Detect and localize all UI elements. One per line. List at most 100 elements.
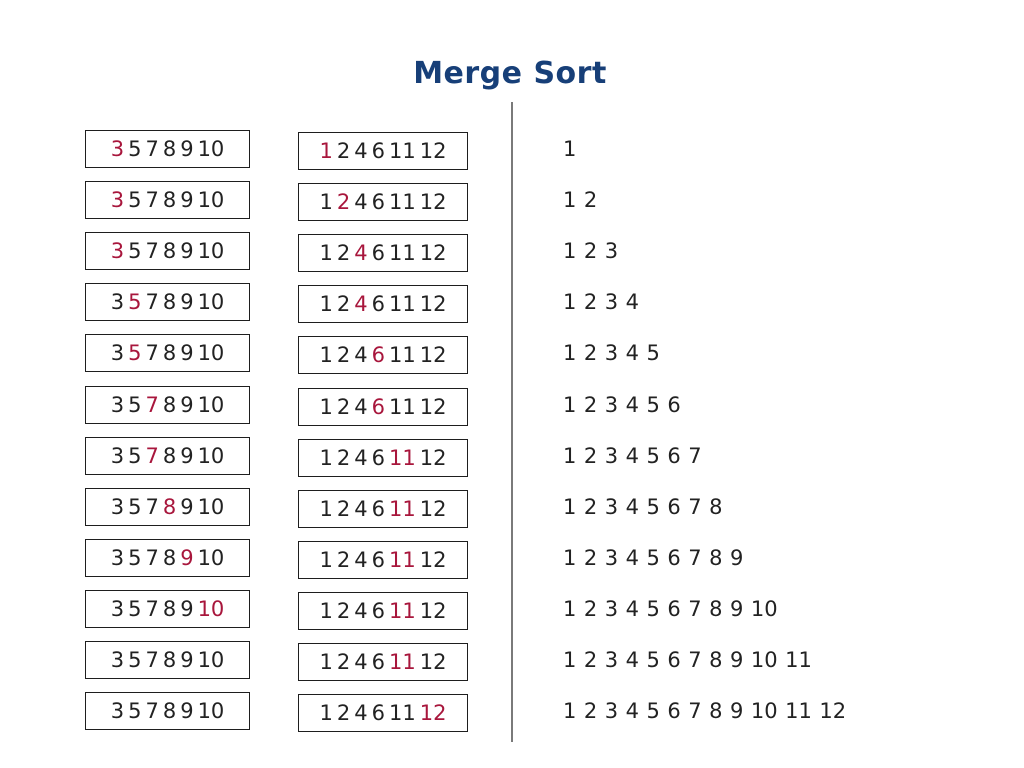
merged-value: 1 bbox=[563, 648, 577, 672]
merged-value: 1 bbox=[563, 699, 577, 724]
right-array-value: 6 bbox=[371, 701, 386, 726]
right-array-value: 4 bbox=[354, 496, 368, 521]
left-array-value: 5 bbox=[128, 239, 142, 264]
left-array-box: 3 5 7 8 9 10 bbox=[85, 589, 250, 628]
right-array-value: 2 bbox=[336, 650, 351, 674]
merged-output: 1 2 3 4 5 6 7 8 9 10 bbox=[563, 594, 785, 624]
right-array-value: 4 bbox=[354, 701, 368, 726]
left-array-value: 10 bbox=[197, 648, 225, 672]
left-array-value: 5 bbox=[128, 545, 142, 570]
left-array-value: 9 bbox=[180, 137, 194, 161]
right-array-value: 1 bbox=[319, 445, 333, 470]
merged-output: 1 2 3 4 5 6 7 8 9 10 11 bbox=[563, 645, 819, 675]
right-array-value: 1 bbox=[319, 598, 333, 623]
merged-value: 10 bbox=[750, 648, 778, 672]
merged-value: 2 bbox=[583, 341, 598, 366]
merged-value: 4 bbox=[625, 648, 639, 672]
merged-value: 3 bbox=[604, 596, 619, 621]
right-array-value: 1 bbox=[319, 292, 333, 317]
right-array-box: 1 2 4 6 11 12 bbox=[298, 489, 468, 528]
merged-value: 3 bbox=[604, 239, 619, 264]
right-array-value: 2 bbox=[336, 292, 351, 317]
merged-value: 2 bbox=[583, 596, 598, 621]
left-array-value: 8 bbox=[162, 545, 177, 570]
page-title: Merge Sort bbox=[413, 56, 607, 91]
left-array-box: 3 5 7 8 9 10 bbox=[85, 692, 250, 731]
left-array-value: 7 bbox=[145, 188, 159, 213]
left-array-value: 9 bbox=[180, 188, 194, 213]
left-pointer-value: 3 bbox=[110, 188, 125, 213]
merged-value: 1 bbox=[563, 392, 577, 417]
left-array-value: 10 bbox=[197, 290, 225, 315]
left-array-value: 10 bbox=[197, 699, 225, 724]
right-pointer-value: 1 bbox=[319, 139, 333, 163]
merged-value: 7 bbox=[688, 494, 702, 519]
right-array-value: 6 bbox=[371, 496, 386, 521]
left-array-value: 10 bbox=[197, 341, 225, 366]
right-array-box: 1 2 4 6 11 12 bbox=[298, 643, 468, 681]
left-array-value: 7 bbox=[145, 699, 159, 724]
right-array-value: 6 bbox=[371, 650, 386, 674]
left-array-value: 5 bbox=[128, 596, 142, 621]
merged-value: 7 bbox=[688, 699, 702, 724]
left-array-value: 8 bbox=[162, 443, 177, 468]
left-pointer-value: 9 bbox=[180, 545, 194, 570]
merged-value: 7 bbox=[688, 648, 702, 672]
left-array-box: 3 5 7 8 9 10 bbox=[85, 436, 250, 475]
left-array-value: 9 bbox=[180, 494, 194, 519]
right-array-value: 1 bbox=[319, 496, 333, 521]
left-array-value: 8 bbox=[162, 188, 177, 213]
merged-value: 1 bbox=[563, 596, 577, 621]
right-array-value: 4 bbox=[354, 598, 368, 623]
right-array-value: 12 bbox=[419, 139, 447, 163]
merged-value: 2 bbox=[583, 699, 598, 724]
left-array-value: 9 bbox=[180, 341, 194, 366]
right-array-value: 12 bbox=[419, 190, 447, 215]
right-array-value: 4 bbox=[354, 650, 368, 674]
right-array-box: 1 2 4 6 11 12 bbox=[298, 336, 468, 375]
right-array-value: 11 bbox=[389, 343, 416, 368]
right-pointer-value: 11 bbox=[389, 598, 416, 623]
left-array-value: 5 bbox=[128, 392, 142, 417]
merged-value: 4 bbox=[625, 596, 639, 621]
right-array-value: 12 bbox=[419, 496, 447, 521]
merged-value: 5 bbox=[646, 494, 660, 519]
right-array-value: 2 bbox=[336, 445, 351, 470]
right-array-value: 1 bbox=[319, 343, 333, 368]
left-array-value: 9 bbox=[180, 239, 194, 264]
left-array-value: 9 bbox=[180, 392, 194, 417]
merged-value: 4 bbox=[625, 392, 639, 417]
right-array-value: 2 bbox=[336, 496, 351, 521]
right-array-value: 12 bbox=[419, 394, 447, 419]
right-array-value: 12 bbox=[419, 650, 447, 674]
merged-value: 10 bbox=[750, 596, 778, 621]
left-array-value: 7 bbox=[145, 494, 159, 519]
left-array-box: 3 5 7 8 9 10 bbox=[85, 283, 250, 322]
merged-value: 2 bbox=[583, 239, 598, 264]
merged-value: 4 bbox=[625, 545, 639, 570]
divider-line bbox=[511, 102, 513, 742]
right-pointer-value: 4 bbox=[354, 292, 368, 317]
merged-value: 5 bbox=[646, 443, 660, 468]
merged-value: 2 bbox=[583, 443, 598, 468]
right-array-box: 1 2 4 6 11 12 bbox=[298, 438, 468, 477]
merged-value: 5 bbox=[646, 648, 660, 672]
left-array-value: 3 bbox=[110, 392, 125, 417]
merged-value: 9 bbox=[730, 545, 744, 570]
merged-value: 5 bbox=[646, 341, 660, 366]
left-array-value: 9 bbox=[180, 699, 194, 724]
merged-value: 3 bbox=[604, 392, 619, 417]
left-array-value: 9 bbox=[180, 648, 194, 672]
right-array-box: 1 2 4 6 11 12 bbox=[298, 694, 468, 733]
right-array-value: 11 bbox=[389, 241, 416, 266]
right-array-value: 2 bbox=[336, 139, 351, 163]
merged-value: 8 bbox=[709, 545, 723, 570]
right-array-value: 11 bbox=[389, 292, 416, 317]
left-array-value: 10 bbox=[197, 443, 225, 468]
right-array-value: 12 bbox=[419, 292, 447, 317]
